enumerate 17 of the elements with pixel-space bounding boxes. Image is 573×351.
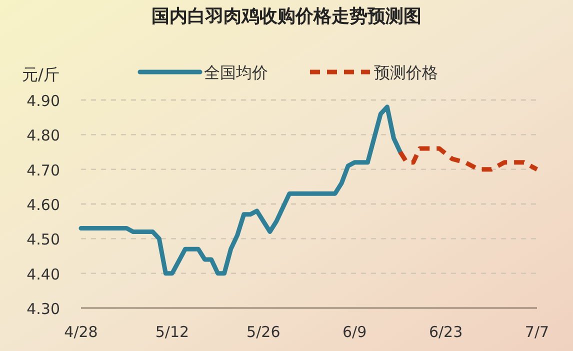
- y-tick-label: 4.70: [26, 161, 60, 180]
- y-tick-label: 4.40: [26, 265, 60, 284]
- x-tick-label: 4/28: [64, 323, 98, 341]
- y-axis-title: 元/斤: [22, 65, 60, 84]
- chart-title: 国内白羽肉鸡收购价格走势预测图: [152, 6, 422, 27]
- legend-label: 全国均价: [204, 63, 268, 82]
- y-tick-label: 4.90: [26, 92, 60, 110]
- y-tick-label: 4.50: [26, 230, 60, 249]
- x-tick-label: 5/12: [155, 323, 190, 341]
- y-tick-label: 4.60: [26, 196, 60, 214]
- x-tick-label: 7/7: [524, 323, 550, 341]
- x-tick-label: 5/26: [246, 323, 280, 341]
- legend-label: 预测价格: [374, 63, 438, 82]
- x-tick-label: 6/9: [342, 323, 367, 341]
- y-tick-label: 4.80: [26, 126, 60, 145]
- x-tick-label: 6/23: [428, 323, 463, 341]
- y-tick-label: 4.30: [26, 300, 60, 318]
